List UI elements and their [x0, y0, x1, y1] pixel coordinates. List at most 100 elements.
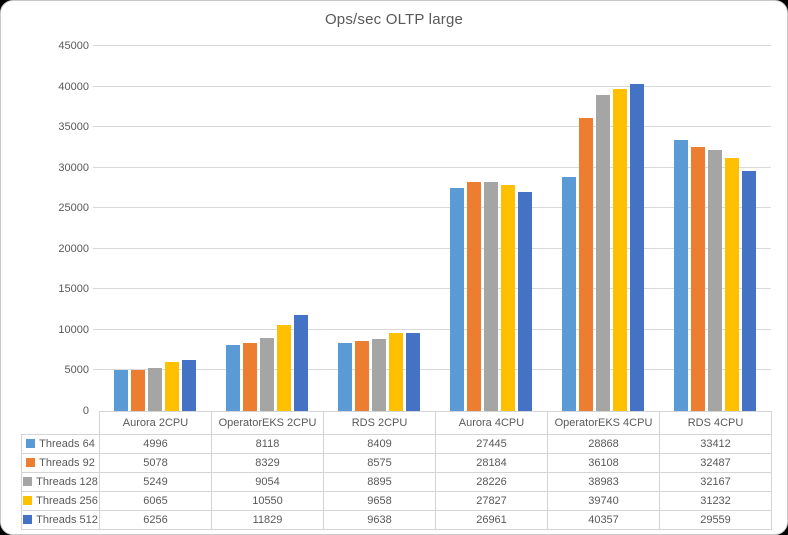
value-cell: 6256 — [99, 510, 212, 530]
value-cell: 5078 — [99, 453, 212, 473]
gridline-45000 — [93, 45, 771, 46]
y-tick-label: 25000 — [58, 202, 89, 215]
bar-threads-64-aurora-4cpu — [450, 188, 464, 411]
legend-swatch-icon — [23, 477, 33, 486]
bar-threads-256-operatoreks-2cpu — [277, 325, 291, 411]
table-row-threads-512: Threads 512 6256 11829 9638 26961 40357 29559 — [21, 510, 772, 530]
table-corner-cell — [21, 411, 100, 435]
value-cell: 8575 — [323, 453, 436, 473]
bar-threads-128-rds-2cpu — [372, 339, 386, 411]
series-name: Threads 64 — [39, 438, 95, 450]
gridline-25000 — [93, 207, 771, 209]
y-tick-label: 35000 — [58, 121, 89, 134]
series-name: Threads 512 — [36, 514, 98, 526]
table-head: Aurora 2CPU OperatorEKS 2CPU RDS 2CPU Auror… — [21, 411, 772, 435]
value-cell: 8118 — [211, 434, 324, 454]
bar-threads-128-rds-4cpu — [708, 150, 722, 411]
value-cell: 4996 — [99, 434, 212, 454]
bar-threads-256-aurora-2cpu — [165, 362, 179, 411]
table-header-row: Aurora 2CPU OperatorEKS 2CPU RDS 2CPU Auror… — [21, 411, 772, 435]
bar-threads-64-rds-2cpu — [338, 343, 352, 411]
bar-threads-128-aurora-2cpu — [148, 368, 162, 411]
legend-swatch-icon — [26, 458, 36, 467]
value-cell: 9054 — [211, 472, 324, 492]
table-row-threads-256: Threads 256 6065 10550 9658 27827 39740 31232 — [21, 491, 772, 511]
value-cell: 8895 — [323, 472, 436, 492]
legend-cell-threads-512: Threads 512 — [21, 510, 100, 530]
gridline-40000 — [93, 85, 771, 87]
bar-threads-92-aurora-4cpu — [467, 182, 481, 411]
gridline-10000 — [93, 328, 771, 330]
category-header-operatoreks-2cpu: OperatorEKS 2CPU — [211, 411, 324, 435]
bar-threads-512-aurora-4cpu — [518, 192, 532, 411]
value-cell: 28868 — [547, 434, 660, 454]
category-header-rds-4cpu: RDS 4CPU — [659, 411, 772, 435]
y-tick-label: 0 — [82, 405, 89, 417]
value-cell: 40357 — [547, 510, 660, 530]
series-name: Threads 256 — [36, 495, 98, 507]
y-tick-label: 40000 — [58, 80, 89, 93]
y-tick-label: 10000 — [58, 323, 89, 336]
bar-threads-512-rds-4cpu — [742, 171, 756, 411]
gridline-5000 — [93, 369, 771, 371]
bar-threads-128-aurora-4cpu — [484, 182, 498, 411]
series-name: Threads 92 — [39, 457, 95, 469]
bar-threads-512-operatoreks-4cpu — [630, 84, 644, 411]
value-cell: 33412 — [659, 434, 772, 454]
bar-threads-512-rds-2cpu — [406, 333, 420, 411]
bar-threads-64-operatoreks-2cpu — [226, 345, 240, 411]
data-table: Aurora 2CPU OperatorEKS 2CPU RDS 2CPU Auror… — [21, 411, 772, 530]
bar-threads-256-rds-4cpu — [725, 158, 739, 411]
value-cell: 28184 — [435, 453, 548, 473]
value-cell: 6065 — [99, 491, 212, 511]
y-tick-label: 30000 — [58, 161, 89, 174]
value-cell: 32487 — [659, 453, 772, 473]
legend-swatch-icon — [26, 439, 36, 448]
bar-threads-64-aurora-2cpu — [114, 370, 128, 411]
bar-threads-256-aurora-4cpu — [501, 185, 515, 411]
legend-swatch-icon — [23, 496, 33, 505]
legend-cell-threads-256: Threads 256 — [21, 491, 100, 511]
bar-threads-512-operatoreks-2cpu — [294, 315, 308, 411]
value-cell: 28226 — [435, 472, 548, 492]
gridline-35000 — [93, 126, 771, 128]
bar-threads-92-aurora-2cpu — [131, 370, 145, 411]
value-cell: 27445 — [435, 434, 548, 454]
value-cell: 32167 — [659, 472, 772, 492]
bar-threads-64-operatoreks-4cpu — [562, 177, 576, 411]
table-row-threads-92: Threads 92 5078 8329 8575 28184 36108 32487 — [21, 453, 772, 473]
bar-threads-92-rds-2cpu — [355, 341, 369, 411]
bar-threads-64-rds-4cpu — [674, 140, 688, 411]
value-cell: 29559 — [659, 510, 772, 530]
value-cell: 8329 — [211, 453, 324, 473]
category-header-operatoreks-4cpu: OperatorEKS 4CPU — [547, 411, 660, 435]
y-tick-label: 5000 — [64, 364, 89, 377]
bar-threads-256-rds-2cpu — [389, 333, 403, 411]
bar-threads-256-operatoreks-4cpu — [613, 89, 627, 411]
chart-title: Ops/sec OLTP large — [324, 11, 464, 28]
legend-swatch-icon — [23, 515, 33, 524]
gridline-20000 — [93, 247, 771, 249]
value-cell: 9658 — [323, 491, 436, 511]
value-cell: 11829 — [211, 510, 324, 530]
value-cell: 31232 — [659, 491, 772, 511]
category-header-aurora-2cpu: Aurora 2CPU — [99, 411, 212, 435]
value-cell: 10550 — [211, 491, 324, 511]
bar-threads-92-operatoreks-2cpu — [243, 343, 257, 411]
bar-threads-128-operatoreks-4cpu — [596, 95, 610, 411]
legend-cell-threads-64: Threads 64 — [21, 434, 100, 454]
value-cell: 27827 — [435, 491, 548, 511]
plot-area — [93, 45, 771, 411]
value-cell: 8409 — [323, 434, 436, 454]
bar-threads-92-operatoreks-4cpu — [579, 118, 593, 411]
value-cell: 36108 — [547, 453, 660, 473]
series-name: Threads 128 — [36, 476, 98, 488]
legend-cell-threads-128: Threads 128 — [21, 472, 100, 492]
gridline-30000 — [93, 166, 771, 168]
value-cell: 9638 — [323, 510, 436, 530]
y-tick-label: 20000 — [58, 242, 89, 255]
value-cell: 26961 — [435, 510, 548, 530]
legend-cell-threads-92: Threads 92 — [21, 453, 100, 473]
bar-threads-128-operatoreks-2cpu — [260, 338, 274, 411]
